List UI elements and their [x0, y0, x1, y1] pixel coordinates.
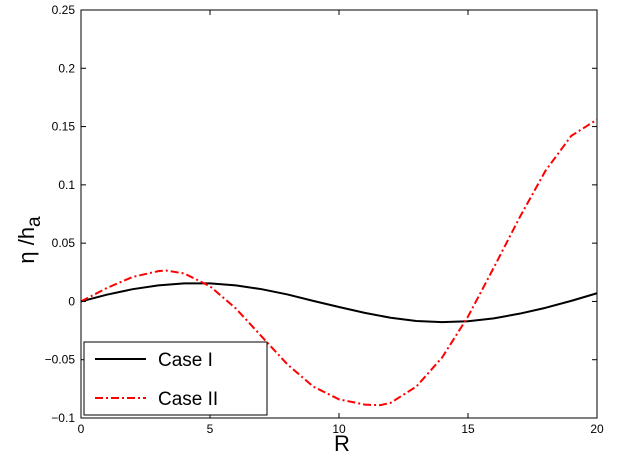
x-axis-label: R [334, 431, 350, 456]
svg-text:η /ha: η /ha [14, 216, 45, 264]
y-tick-label-3: 0.05 [52, 236, 76, 250]
series-layer [80, 118, 598, 407]
y-axis-label-subscript: a [24, 216, 45, 227]
y-tick-label-4: 0.1 [58, 178, 75, 192]
legend-label-case-i: Case I [158, 350, 213, 371]
x-tick-label-1: 5 [207, 422, 214, 436]
series-line-1 [80, 282, 598, 324]
x-tick-label-2: 10 [332, 422, 346, 436]
y-tick-label-5: 0.15 [52, 120, 76, 134]
y-tick-label-7: 0.25 [52, 3, 76, 17]
y-axis-label-main: η /h [14, 227, 39, 264]
x-tick-label-0: 0 [78, 422, 85, 436]
y-tick-label-1: −0.05 [45, 353, 76, 367]
y-tick-label-2: 0 [68, 294, 75, 308]
legend-box [83, 341, 268, 416]
x-tick-label-4: 20 [590, 422, 604, 436]
legend: Case I Case II [83, 341, 268, 416]
ticks-layer: 0 5 10 15 20 −0.1 −0.05 0 0.05 0.1 0.15 0.2 0.25 [45, 3, 604, 436]
x-tick-label-3: 15 [461, 422, 475, 436]
y-tick-label-0: −0.1 [51, 411, 75, 425]
y-axis-label: η /ha [14, 216, 45, 264]
series-line-2 [80, 118, 598, 407]
y-tick-label-6: 0.2 [58, 61, 75, 75]
legend-label-case-ii: Case II [158, 389, 218, 410]
